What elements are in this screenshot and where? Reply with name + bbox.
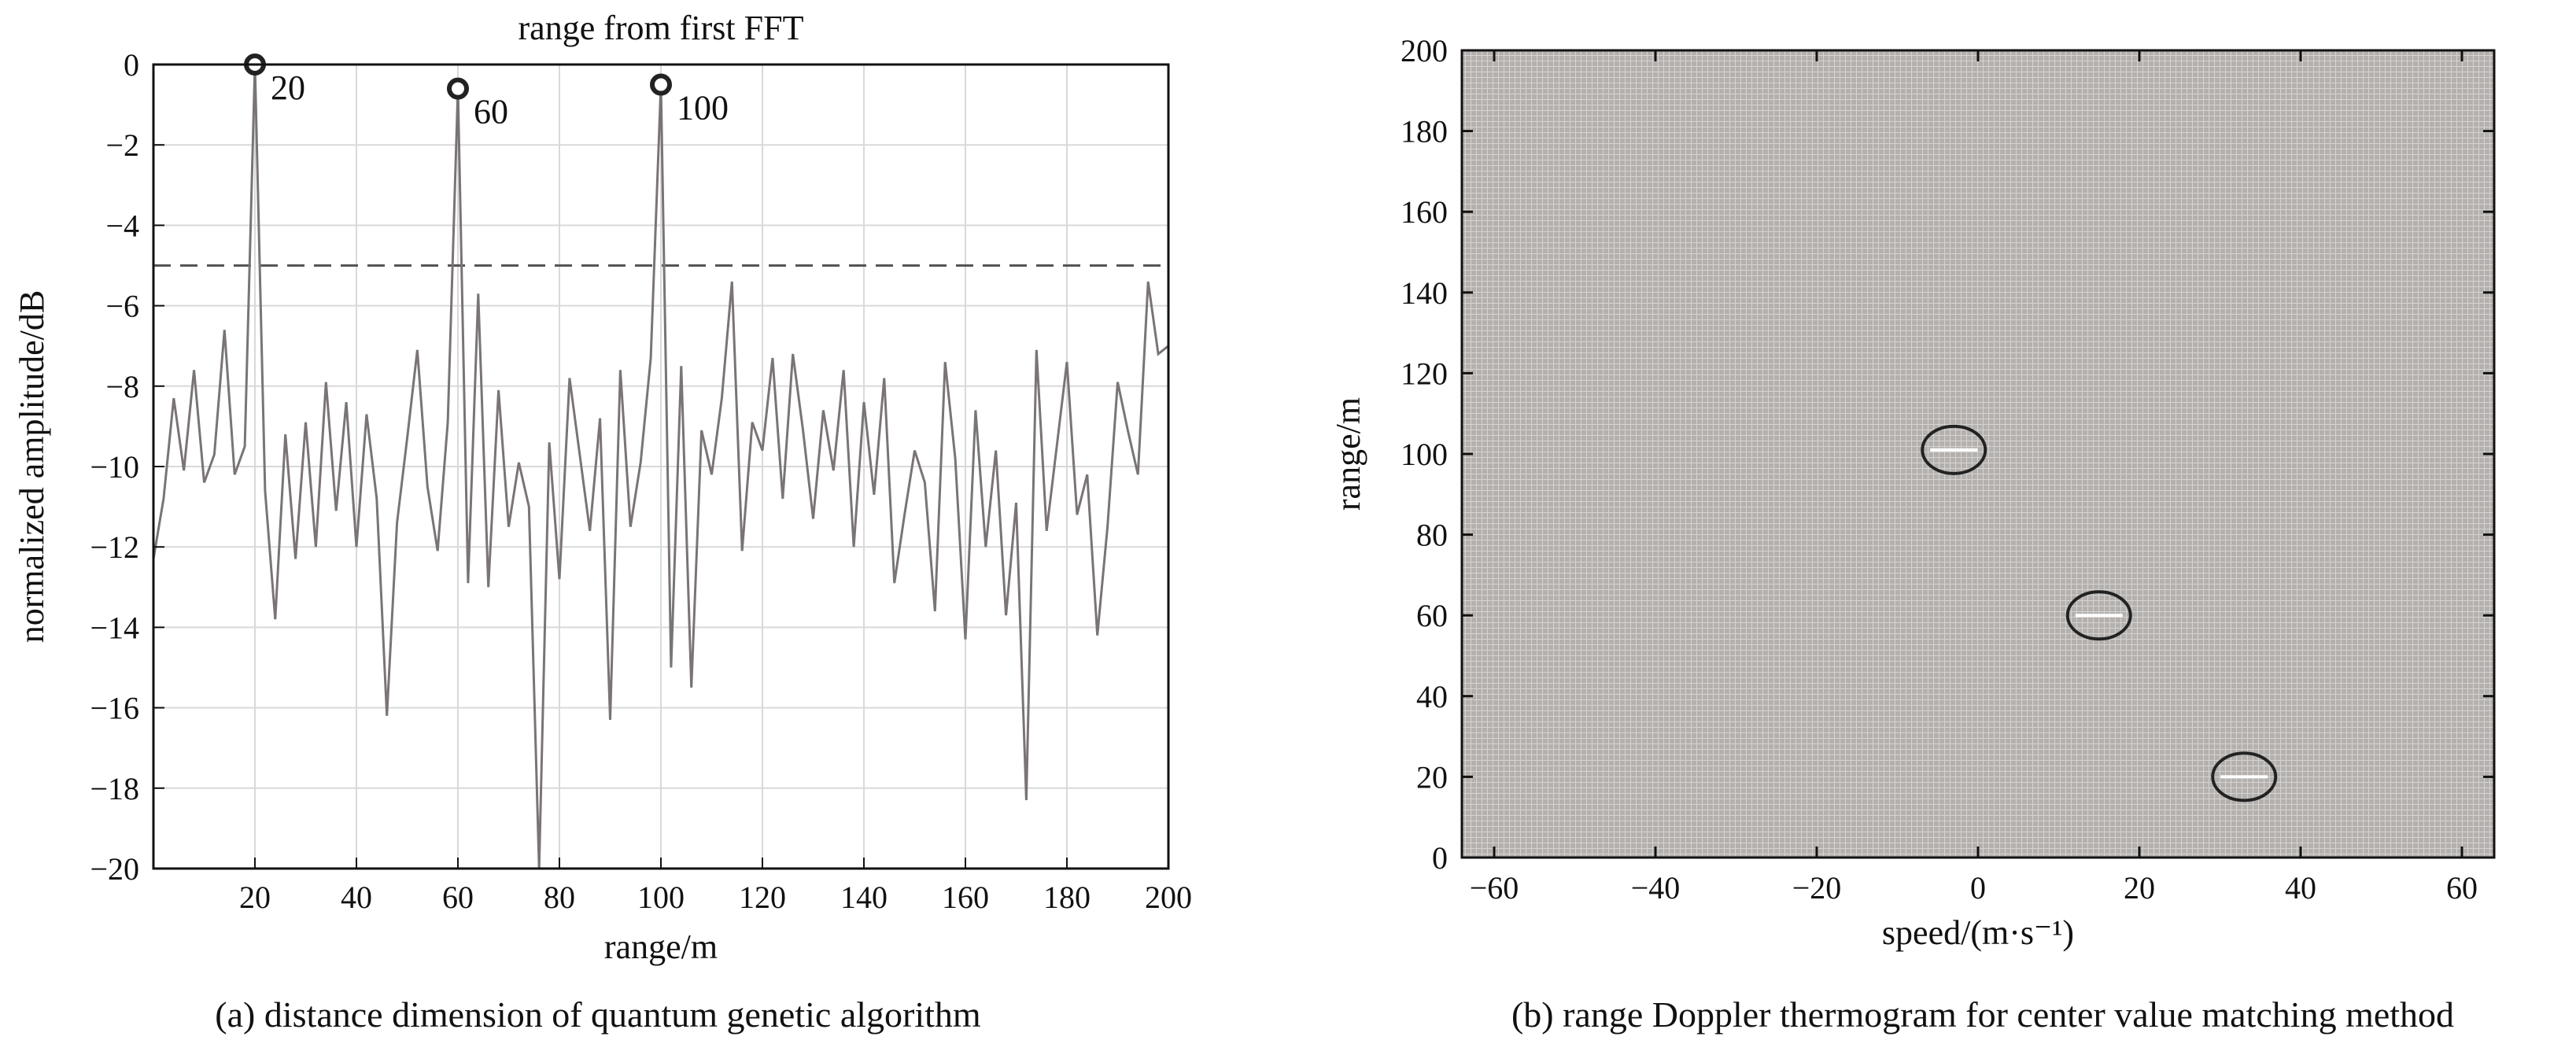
target-ellipse	[2211, 751, 2278, 802]
x-tick-label: 60	[442, 880, 474, 915]
y-tick-label: −14	[90, 610, 139, 645]
y-axis-label-b: range/m	[1329, 397, 1367, 511]
y-tick-label: −18	[90, 771, 139, 806]
chart-title-a: range from first FFT	[519, 9, 804, 47]
y-tick-label: −2	[105, 127, 139, 163]
y-tick-label: −12	[90, 529, 139, 565]
target-ellipse	[1921, 424, 1987, 475]
y-tick-label: 120	[1401, 356, 1448, 391]
caption-b: (b) range Doppler thermogram for center …	[1511, 994, 2454, 1035]
y-tick-label: 200	[1401, 33, 1448, 68]
y-tick-label: −4	[105, 208, 139, 243]
y-tick-label: −20	[90, 851, 139, 887]
x-tick-label: 60	[2446, 870, 2478, 906]
y-tick-label: 60	[1416, 598, 1448, 633]
y-tick-label: 180	[1401, 114, 1448, 149]
caption-a: (a) distance dimension of quantum geneti…	[215, 994, 981, 1035]
y-tick-label: 140	[1401, 275, 1448, 311]
peak-label: 60	[474, 93, 508, 131]
x-tick-label: 200	[1145, 880, 1192, 915]
x-tick-label: 80	[544, 880, 575, 915]
peak-label: 20	[271, 68, 305, 107]
ticks-b: −60 −40 −20 0 20 40 60 0 20 40 60 80 100 120 140 160 180…	[1401, 33, 2494, 906]
x-tick-label: 140	[840, 880, 888, 915]
y-tick-label: 40	[1416, 679, 1448, 714]
peak-markers: 20 60 100	[244, 53, 729, 131]
peak-marker	[447, 77, 469, 100]
y-tick-label: −6	[105, 289, 139, 324]
panel-b-heatmap: −60 −40 −20 0 20 40 60 0 20 40 60 80 100 120 140 160 180…	[1329, 33, 2496, 1035]
x-tick-label: 0	[1970, 870, 1986, 906]
x-tick-label: 120	[739, 880, 786, 915]
y-tick-label: −8	[105, 369, 139, 404]
x-tick-label: 20	[2124, 870, 2155, 906]
x-axis-label-a: range/m	[604, 928, 718, 966]
y-tick-label: 0	[124, 47, 139, 83]
y-tick-label: −10	[90, 449, 139, 485]
y-tick-label: 100	[1401, 437, 1448, 472]
y-tick-label: 160	[1401, 194, 1448, 230]
target-ellipse	[2065, 590, 2132, 641]
x-tick-label: −40	[1631, 870, 1681, 906]
peak-marker	[650, 73, 672, 96]
x-axis-label-b: speed/(m·s⁻¹)	[1882, 913, 2074, 952]
x-tick-label: −20	[1792, 870, 1842, 906]
panel-a-line-chart: 20 60 100 20 40 60 80 100 120 140 160 180 200 0 −2 −4 −…	[13, 9, 1192, 1035]
x-tick-label: 40	[341, 880, 372, 915]
x-tick-label: 180	[1043, 880, 1091, 915]
y-tick-label: 80	[1416, 518, 1448, 553]
y-tick-label: 0	[1432, 840, 1448, 876]
heatmap-area	[1462, 50, 2494, 858]
peak-label: 100	[677, 89, 729, 127]
target-markers	[1921, 424, 2278, 802]
x-tick-label: 20	[239, 880, 271, 915]
x-tick-label: 160	[942, 880, 989, 915]
x-tick-label: 40	[2285, 870, 2316, 906]
y-tick-label: 20	[1416, 759, 1448, 795]
y-axis-label-a: normalized amplitude/dB	[13, 290, 51, 643]
x-tick-label: 100	[637, 880, 685, 915]
y-tick-label: −16	[90, 691, 139, 726]
x-tick-label: −60	[1470, 870, 1519, 906]
ticks-a: 20 40 60 80 100 120 140 160 180 200 0 −2 −4 −6 −8 −10 −1…	[90, 47, 1192, 915]
